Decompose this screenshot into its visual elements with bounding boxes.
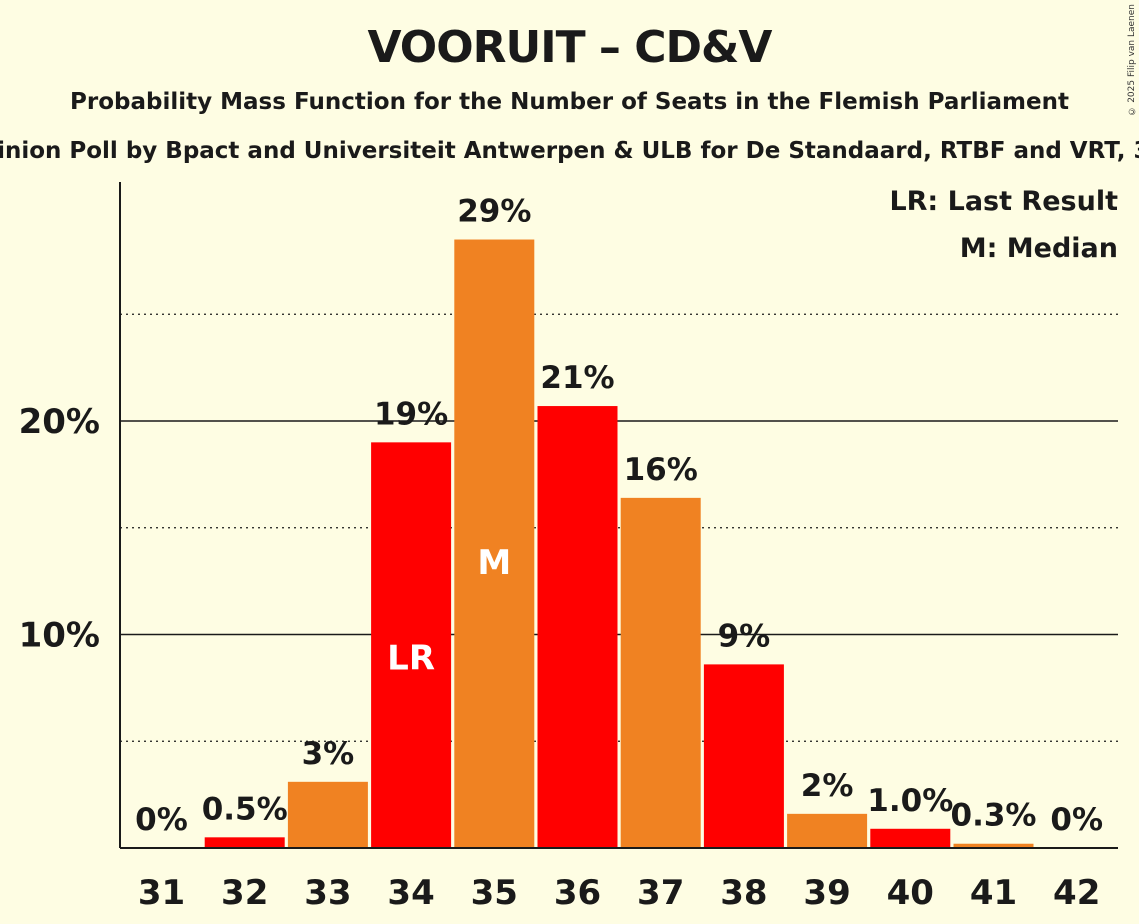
bar-34 — [371, 442, 452, 848]
x-tick-label-41: 41 — [970, 873, 1017, 913]
value-label-36: 21% — [540, 360, 614, 396]
axes-group: 10% 20% 31 32 33 34 35 36 37 38 39 40 41 42 — [19, 182, 1118, 913]
value-label-31: 0% — [135, 802, 188, 838]
bar-39 — [787, 813, 868, 848]
x-tick-label-31: 31 — [138, 873, 185, 913]
value-label-35: 29% — [457, 194, 531, 230]
value-label-41: 0.3% — [951, 798, 1037, 834]
y-tick-label: 10% — [19, 616, 100, 656]
value-label-34: 19% — [374, 396, 448, 432]
value-label-42: 0% — [1050, 802, 1103, 838]
value-label-39: 2% — [801, 768, 854, 804]
value-label-38: 9% — [718, 618, 771, 654]
bars-group: 0% 0.5% 3% 19% LR 29% M 21% 16% 9% 2% 1.0%0.3% 0% — [135, 194, 1103, 848]
x-tick-label-40: 40 — [887, 873, 934, 913]
y-tick-label: 20% — [19, 402, 100, 442]
bar-38 — [703, 664, 784, 848]
value-label-33: 3% — [302, 736, 355, 772]
grid-lines — [120, 313, 1118, 742]
bar-32 — [204, 837, 285, 848]
bar-33 — [287, 781, 368, 848]
chart-title: VOORUIT – CD&V — [367, 22, 773, 73]
bar-35 — [454, 239, 535, 848]
bar-36 — [537, 406, 618, 848]
bar-37 — [620, 497, 701, 848]
x-tick-label-33: 33 — [304, 873, 351, 913]
bar-marker-lr: LR — [387, 638, 435, 678]
x-tick-label-32: 32 — [221, 873, 268, 913]
x-tick-label-34: 34 — [387, 873, 434, 913]
x-tick-label-38: 38 — [720, 873, 767, 913]
legend-entry: LR: Last Result — [889, 186, 1118, 217]
chart-source: Opinion Poll by Bpact and Universiteit A… — [0, 138, 1139, 164]
x-tick-label-39: 39 — [803, 873, 850, 913]
value-label-40: 1.0% — [867, 783, 953, 819]
x-tick-label-37: 37 — [637, 873, 684, 913]
value-label-37: 16% — [624, 452, 698, 488]
chart-subtitle: Probability Mass Function for the Number… — [70, 89, 1069, 115]
x-tick-label-42: 42 — [1053, 873, 1100, 913]
bar-41 — [953, 843, 1034, 848]
legend-entry: M: Median — [960, 233, 1118, 264]
x-tick-label-35: 35 — [471, 873, 518, 913]
bar-marker-m: M — [477, 543, 511, 583]
bar-40 — [870, 828, 951, 848]
x-tick-label-36: 36 — [554, 873, 601, 913]
legend: LR: Last Result M: Median — [889, 186, 1118, 264]
value-label-32: 0.5% — [202, 791, 288, 827]
